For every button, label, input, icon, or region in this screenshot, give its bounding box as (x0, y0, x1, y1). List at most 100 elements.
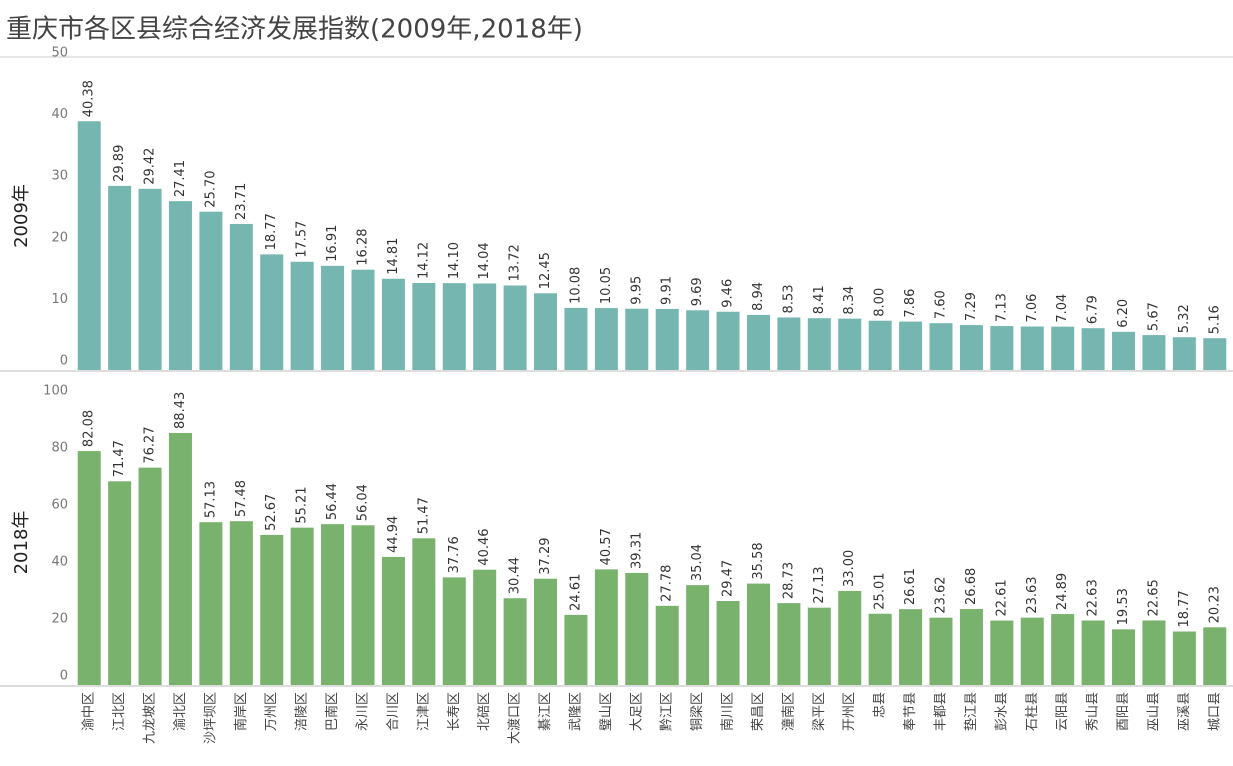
bar (473, 283, 497, 370)
bar (1051, 614, 1075, 685)
y-tick-label: 10 (51, 292, 68, 307)
x-tick-label: 黔江区 (660, 692, 675, 731)
bar (351, 525, 375, 685)
bar (655, 308, 679, 370)
bar (959, 325, 983, 370)
bar (594, 308, 618, 370)
bar (838, 318, 862, 370)
value-label: 29.47 (721, 560, 736, 597)
value-label: 7.60 (934, 290, 949, 319)
value-label: 8.53 (781, 285, 796, 314)
x-tick-label: 南川区 (720, 692, 736, 731)
value-label: 18.77 (1177, 590, 1192, 627)
value-label: 22.61 (994, 579, 1009, 616)
value-label: 10.08 (568, 267, 583, 304)
chart-title: 重庆市各区县综合经济发展指数(2009年,2018年) (6, 15, 583, 45)
value-label: 8.34 (842, 286, 857, 315)
y-axis-title: 2009年 (11, 184, 32, 248)
bar (716, 601, 740, 685)
value-label: 57.13 (203, 481, 218, 518)
bar (1172, 337, 1196, 370)
bar (1112, 331, 1136, 370)
bar (1020, 326, 1044, 370)
bar (381, 556, 405, 685)
value-label: 51.47 (416, 497, 431, 534)
y-tick-label: 50 (51, 46, 68, 61)
y-tick-label: 0 (60, 354, 68, 369)
x-tick-label: 江津区 (416, 692, 431, 731)
bar (1142, 335, 1166, 370)
value-label: 14.81 (386, 238, 401, 275)
value-label: 55.21 (295, 486, 310, 523)
value-label: 8.94 (751, 282, 766, 311)
value-label: 23.63 (1025, 576, 1040, 613)
value-label: 9.69 (690, 277, 705, 306)
bar (229, 521, 253, 685)
bar (564, 614, 588, 685)
value-label: 24.89 (1055, 573, 1070, 610)
bar (1203, 627, 1227, 685)
x-tick-label: 秀山县 (1086, 692, 1101, 731)
x-tick-label: 南岸区 (233, 692, 249, 731)
bar (199, 211, 223, 370)
x-tick-label: 璧山区 (598, 692, 614, 731)
bar (381, 278, 405, 370)
x-tick-label: 丰都县 (934, 692, 949, 731)
value-label: 8.41 (812, 285, 827, 314)
value-label: 19.53 (1116, 588, 1131, 625)
bar (807, 607, 831, 685)
bar (868, 320, 892, 370)
value-label: 40.38 (82, 80, 97, 117)
value-label: 37.29 (538, 538, 553, 575)
value-label: 44.94 (386, 516, 401, 553)
x-tick-label: 垫江县 (963, 692, 979, 731)
value-label: 9.95 (629, 276, 644, 305)
y-tick-label: 60 (51, 498, 68, 513)
value-label: 7.06 (1025, 294, 1040, 323)
value-label: 6.20 (1116, 299, 1131, 328)
value-label: 27.41 (173, 160, 188, 197)
value-label: 76.27 (143, 426, 158, 463)
value-label: 23.62 (934, 576, 949, 613)
bar (321, 265, 345, 370)
value-label: 25.01 (873, 573, 888, 610)
bar (108, 185, 132, 370)
value-label: 9.91 (660, 276, 675, 305)
x-tick-label: 万州区 (264, 692, 279, 731)
value-label: 16.28 (356, 228, 371, 265)
value-label: 7.04 (1055, 294, 1070, 323)
x-tick-label: 彭水县 (994, 692, 1009, 731)
value-label: 27.78 (660, 565, 675, 602)
value-label: 56.44 (325, 483, 340, 520)
value-label: 35.58 (751, 542, 766, 579)
x-tick-label: 潼南区 (780, 692, 796, 731)
bar (412, 538, 436, 685)
bar (503, 598, 527, 685)
value-label: 35.04 (690, 544, 705, 581)
x-tick-label: 大足区 (629, 692, 644, 731)
bar (746, 314, 770, 370)
bar (290, 527, 314, 685)
value-label: 18.77 (264, 213, 279, 250)
value-label: 26.61 (903, 568, 918, 605)
value-label: 26.68 (964, 568, 979, 605)
value-label: 7.86 (903, 289, 918, 318)
x-tick-label: 武隆区 (568, 692, 583, 731)
bar (929, 323, 953, 370)
value-label: 10.05 (599, 267, 614, 304)
value-label: 9.46 (721, 279, 736, 308)
bar (686, 585, 710, 685)
value-label: 40.46 (477, 528, 492, 565)
bar (442, 577, 466, 685)
x-tick-label: 忠县 (873, 692, 888, 718)
value-label: 5.67 (1146, 302, 1161, 331)
value-label: 17.57 (295, 221, 310, 258)
x-tick-label: 綦江区 (538, 692, 553, 731)
x-tick-label: 长寿区 (447, 692, 462, 731)
bar (260, 254, 284, 370)
y-tick-label: 80 (51, 441, 68, 456)
bar (321, 524, 345, 685)
x-tick-label: 涪陵区 (295, 692, 310, 731)
bar (1081, 328, 1105, 370)
bar (77, 451, 101, 685)
